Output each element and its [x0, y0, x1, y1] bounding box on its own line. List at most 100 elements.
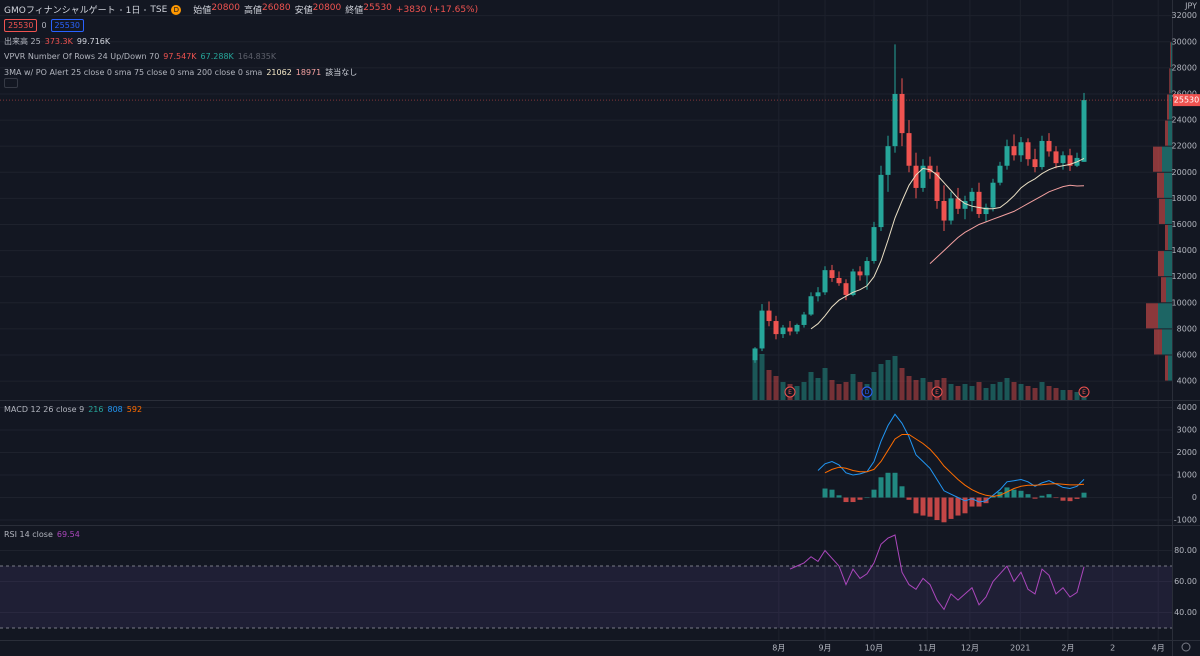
profile-down — [1158, 251, 1164, 277]
volume-bar — [850, 374, 856, 400]
rsi-legend: RSI 14 close 69.54 — [4, 530, 80, 539]
last-price-label: 25530 — [1174, 96, 1199, 105]
histogram-bar — [899, 486, 905, 498]
candle-body — [983, 207, 989, 215]
histogram-bar — [1032, 497, 1038, 499]
badge: D — [171, 4, 182, 15]
volume-bar — [1053, 388, 1059, 400]
x-tick-label: 12月 — [961, 644, 979, 653]
symbol: GMOフィナンシャルゲート — [4, 6, 116, 16]
volume-bar — [1018, 384, 1024, 400]
volume-bar — [773, 376, 779, 400]
volume-bar — [759, 354, 765, 400]
volume-bar — [1060, 390, 1066, 400]
histogram-bar — [927, 497, 933, 517]
profile-up — [1162, 146, 1172, 172]
candle-body — [857, 271, 863, 276]
histogram-bar — [885, 472, 891, 498]
collapse-button[interactable] — [4, 78, 18, 88]
volume-bar — [1067, 390, 1073, 400]
y-tick-label: 4000 — [1177, 403, 1197, 412]
y-tick-label: 20000 — [1172, 168, 1197, 177]
ohlc-label: 終値 — [345, 6, 364, 16]
indicator-legend: 出来高 25 373.3K 99.716K — [4, 36, 110, 47]
rsi-line — [789, 534, 1085, 611]
ohlc-label: 高値 — [243, 6, 262, 16]
candle-body — [766, 310, 772, 322]
histogram-bar — [941, 497, 947, 523]
candle-body — [948, 198, 954, 221]
x-tick-label: 8月 — [772, 644, 785, 653]
candle-body — [787, 327, 793, 332]
candle-body — [843, 283, 849, 295]
indicator-label: MACD 12 26 close 9 — [4, 405, 85, 414]
histogram-bar — [1018, 490, 1024, 498]
profile-up — [1170, 68, 1172, 94]
volume-bar — [899, 368, 905, 400]
volume-bar — [1046, 386, 1052, 400]
volume-bar — [955, 386, 961, 400]
candle-body — [1025, 142, 1031, 160]
candle-body — [1081, 100, 1087, 162]
indicator-label: VPVR Number Of Rows 24 Up/Down 70 — [4, 51, 160, 61]
profile-up — [1164, 251, 1172, 277]
candle-body — [829, 270, 835, 278]
volume-bar — [815, 378, 821, 400]
candle-body — [864, 261, 870, 276]
profile-up — [1162, 329, 1172, 355]
profile-up — [1158, 303, 1172, 329]
signal-line — [824, 434, 1085, 497]
histogram-bar — [990, 496, 996, 498]
volume-bar — [1011, 382, 1017, 400]
volume-bar — [885, 360, 891, 400]
volume-bar — [941, 378, 947, 400]
candle-body — [1004, 146, 1010, 166]
indicator-legend: 3MA w/ PO Alert 25 close 0 sma 75 close … — [4, 67, 357, 78]
candle-body — [885, 146, 891, 175]
candle-body — [955, 198, 961, 209]
candle-body — [822, 270, 828, 293]
candle-body — [892, 93, 898, 147]
profile-down — [1165, 120, 1168, 146]
volume-bar — [808, 372, 814, 400]
indicator-value: 18971 — [295, 68, 322, 77]
indicator-value: 21062 — [266, 68, 292, 77]
indicator-value: 99.716K — [76, 37, 111, 46]
change: +3830 (+17.65%) — [395, 4, 479, 15]
candle-body — [808, 296, 814, 315]
indicator-value: 69.54 — [56, 530, 80, 539]
indicator-value: 97.547K — [163, 51, 197, 61]
indicator-value: 808 — [107, 405, 123, 414]
y-tick-label: 8000 — [1177, 324, 1197, 333]
candle-body — [850, 271, 856, 295]
candle-body — [962, 200, 968, 209]
event-label: E — [935, 389, 939, 396]
settings-icon[interactable] — [1181, 642, 1191, 652]
profile-down — [1146, 303, 1158, 329]
volume-bar — [843, 382, 849, 400]
profile-down — [1161, 277, 1166, 303]
indicator-label: RSI 14 close — [4, 530, 53, 539]
candle-body — [794, 324, 800, 332]
volume-bar — [1032, 388, 1038, 400]
histogram-bar — [969, 497, 975, 507]
indicator-value: 67.288K — [200, 51, 234, 61]
y-tick-label: 2000 — [1177, 448, 1197, 457]
volume-bar — [1025, 386, 1031, 400]
profile-down — [1154, 329, 1162, 355]
y-tick-label: 24000 — [1172, 116, 1197, 125]
ohlc-value: 25530 — [363, 3, 392, 13]
candle-body — [913, 165, 919, 188]
ohlc-label: 安値 — [294, 6, 313, 16]
volume-bar — [801, 382, 807, 400]
event-marker — [784, 386, 796, 398]
x-tick-label: 4月 — [1152, 644, 1165, 653]
x-tick-label: 2021 — [1010, 644, 1030, 653]
profile-down — [1167, 94, 1169, 120]
event-marker — [861, 386, 873, 398]
profile-up — [1168, 355, 1172, 381]
candle-body — [1039, 140, 1045, 168]
histogram-bar — [1060, 497, 1066, 501]
histogram-bar — [892, 472, 898, 498]
y-tick-label: 12000 — [1172, 272, 1197, 281]
